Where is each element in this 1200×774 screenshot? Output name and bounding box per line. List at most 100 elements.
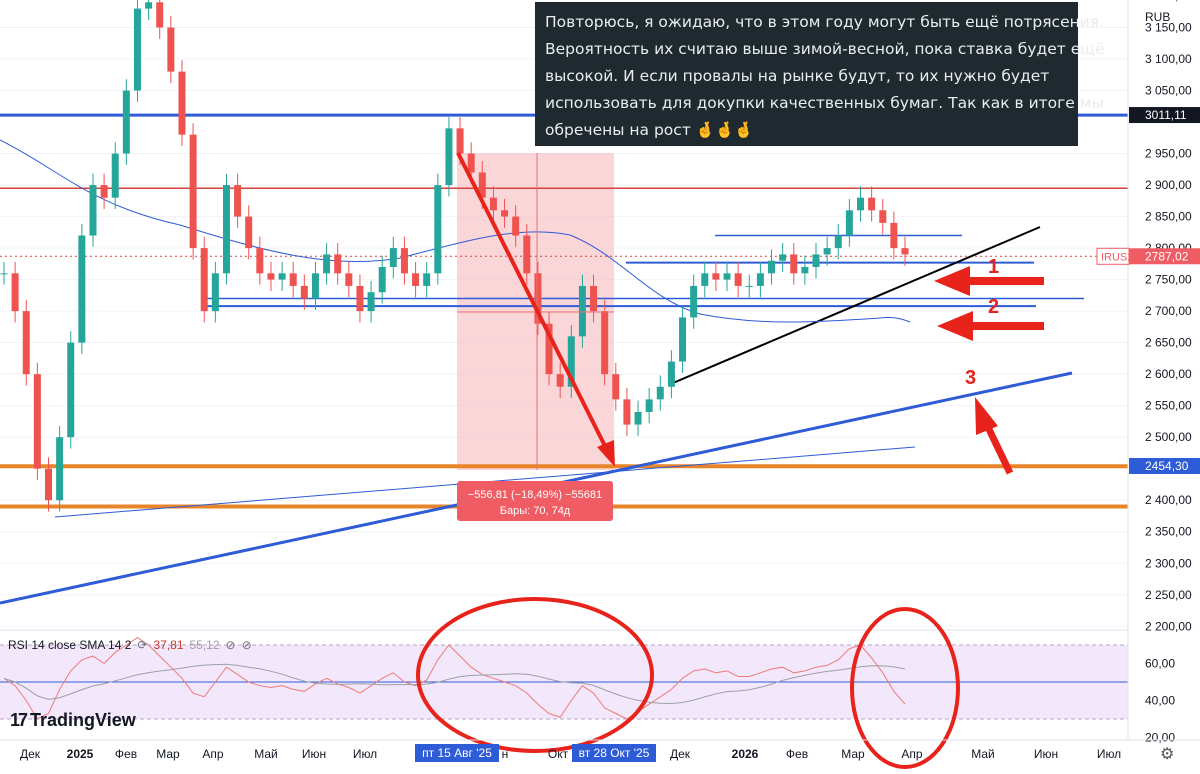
candle-body: [434, 185, 442, 274]
candle-body: [345, 273, 353, 286]
candle-body: [590, 285, 598, 312]
candle-body: [634, 411, 642, 425]
arrow-label-2: 2: [988, 296, 999, 318]
time-tick: Июн: [1034, 747, 1058, 761]
note-line: Повторюсь, я ожидаю, что в этом году мог…: [545, 13, 1105, 31]
time-tick: Фев: [115, 747, 137, 761]
rsi-label: RSI 14 close SMA 14 2: [8, 638, 132, 652]
measure-line1: −556,81 (−18,49%) −55681: [468, 489, 602, 501]
rsi-circle-2: [850, 607, 960, 769]
candle-body: [623, 399, 631, 425]
candle-body: [145, 2, 153, 9]
refresh-icon[interactable]: ⟳: [137, 638, 148, 652]
rsi-sma-value: 55,12: [189, 638, 220, 652]
candle-body: [323, 254, 331, 274]
price-tick: 3 150,00: [1145, 21, 1192, 35]
price-axis: 3 200,00 3 150,00 3 100,00 3 050,00 2 950,00…: [1145, 0, 1192, 633]
candle-body: [378, 267, 386, 293]
candle-body: [267, 273, 275, 280]
hide-icon[interactable]: ⊘: [241, 638, 252, 652]
time-tick: н: [502, 747, 509, 761]
candle-body: [67, 342, 75, 438]
symbol-tag: IRUS2: [1101, 251, 1133, 263]
time-tick: Фев: [786, 747, 808, 761]
candle-body: [389, 248, 397, 268]
time-tick: Мар: [841, 747, 865, 761]
tradingview-logo: 17 TradingView: [10, 710, 136, 731]
candle-body: [367, 292, 375, 312]
time-tick: Май: [971, 747, 995, 761]
measure-line2: Бары: 70, 74д: [500, 505, 571, 517]
candle-body: [111, 153, 119, 198]
time-highlight-bg: [415, 744, 499, 762]
time-tick: Июл: [353, 747, 377, 761]
candle-body: [768, 260, 776, 274]
candle-body: [857, 197, 865, 211]
candle-body: [612, 374, 620, 400]
time-tick: Дек: [670, 747, 691, 761]
price-tick: 2 900,00: [1145, 178, 1192, 192]
candle-body: [868, 197, 876, 211]
candle-body: [356, 285, 364, 312]
candle-body: [300, 285, 308, 299]
currency-label: RUB: [1145, 10, 1170, 24]
candle-body: [423, 273, 431, 286]
price-tag-value: 2454,30: [1145, 459, 1189, 473]
arrow-1-head: [934, 266, 970, 296]
drop-arrow-line: [456, 152, 610, 453]
candle-body: [122, 90, 130, 154]
time-highlight: пт 15 Авг '25: [422, 746, 492, 760]
candle-body: [256, 248, 264, 274]
price-tick: 2 400,00: [1145, 493, 1192, 507]
candle-body: [556, 374, 564, 387]
annotation-arrows: 1 2 3: [934, 256, 1044, 475]
note-line: Вероятность их считаю выше зимой-весной,…: [545, 40, 1105, 58]
candle-body: [512, 216, 520, 236]
drop-arrow-head: [597, 440, 615, 467]
price-tick: 2 500,00: [1145, 430, 1192, 444]
candle-body: [156, 2, 164, 28]
price-tag-bg: [1129, 107, 1200, 124]
candle-body: [412, 273, 420, 286]
candle-body: [679, 317, 687, 362]
rsi-legend[interactable]: RSI 14 close SMA 14 2 ⟳ 37,81 55,12 ⊘ ⊘: [8, 638, 252, 652]
candle-body: [801, 267, 809, 274]
note-line: обречены на рост 🤞🤞🤞: [545, 121, 754, 139]
price-tags: 3011,11 2787,02 IRUS2 2454,30: [1096, 107, 1200, 474]
rsi-circle-1: [416, 597, 654, 753]
candle-body: [501, 210, 509, 217]
gear-icon[interactable]: ⚙: [1160, 746, 1175, 763]
candle-body: [200, 248, 208, 312]
candle-body: [0, 273, 8, 275]
symbol-tag-bg: [1096, 247, 1130, 265]
price-tick: 2 350,00: [1145, 525, 1192, 539]
candle-body: [578, 285, 586, 337]
comment-box: Повторюсь, я ожидаю, что в этом году мог…: [535, 2, 1105, 146]
candle-body: [567, 336, 575, 387]
candle-body: [534, 273, 542, 324]
candle-body: [745, 285, 753, 287]
price-tick: 3 200,00: [1145, 0, 1192, 3]
rsi-sma-line: [3, 663, 906, 705]
candle-body: [712, 273, 720, 280]
price-tag-bg: [1129, 458, 1200, 474]
candle-body: [456, 128, 464, 154]
eye-icon[interactable]: ⊘: [225, 638, 236, 652]
candle-body: [289, 273, 297, 286]
candle-body: [656, 386, 664, 400]
price-tag-value: 3011,11: [1145, 108, 1187, 122]
time-tick: Май: [254, 747, 278, 761]
arrow-label-1: 1: [988, 256, 999, 278]
candle-body: [901, 248, 909, 255]
note-line: высокой. И если провалы на рынке будут, …: [545, 67, 1050, 85]
candle-body: [278, 273, 286, 280]
price-tick: 2 700,00: [1145, 304, 1192, 318]
time-tick: 2025: [67, 747, 94, 761]
candle-body: [790, 254, 798, 274]
candles: [0, 0, 909, 512]
logo-text: TradingView: [30, 710, 136, 730]
price-tick: 2 250,00: [1145, 588, 1192, 602]
candle-body: [879, 210, 887, 223]
candle-body: [601, 311, 609, 375]
